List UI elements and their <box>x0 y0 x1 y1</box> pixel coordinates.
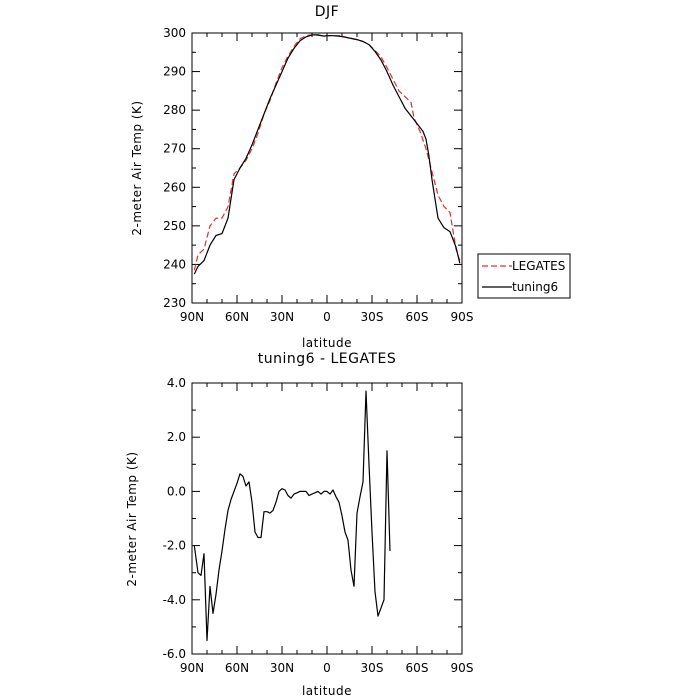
difference-y-tick-label: 2.0 <box>167 430 186 444</box>
difference-x-tick-label: 90N <box>180 661 204 675</box>
legend-label-tuning6: tuning6 <box>512 280 558 294</box>
temperature-panel-title: DJF <box>315 4 339 20</box>
temperature-y-tick-label: 250 <box>163 219 186 233</box>
difference-x-axis-title: latitude <box>302 684 352 698</box>
difference-series-line-0 <box>193 390 391 642</box>
difference-plot-area: 90N 60N 30N 0 30S 60S 90S -6.0 -4.0 -2.0 0.0 2.0 4.0 <box>163 376 474 675</box>
difference-panel: tuning6 - LEGATES 90N 60N 30N 0 30S 60S 90S -6.… <box>125 351 473 698</box>
difference-y-tick-label: 0.0 <box>167 484 186 498</box>
temperature-y-tick-label: 290 <box>163 65 186 79</box>
difference-y-axis-title: 2-meter Air Temp (K) <box>125 451 139 586</box>
legend-label-legates: LEGATES <box>512 259 565 273</box>
temperature-panel: DJF 90N 60N 30N 0 30S 60S 90S 230 240 250 260 270 28… <box>130 4 473 350</box>
temperature-x-tick-label: 30S <box>361 310 384 324</box>
temperature-y-tick-label: 260 <box>163 180 186 194</box>
temperature-x-tick-label: 60S <box>406 310 429 324</box>
difference-y-tick-label: -6.0 <box>163 647 186 661</box>
difference-x-tick-label: 60N <box>225 661 249 675</box>
temperature-y-tick-label: 230 <box>163 296 186 310</box>
difference-panel-title: tuning6 - LEGATES <box>258 351 397 367</box>
temperature-y-tick-label: 240 <box>163 257 186 271</box>
difference-x-tick-label: 90S <box>451 661 474 675</box>
difference-y-tick-label: -4.0 <box>163 593 186 607</box>
difference-x-tick-label: 60S <box>406 661 429 675</box>
temperature-x-tick-label: 30N <box>270 310 294 324</box>
temperature-x-tick-label: 90S <box>451 310 474 324</box>
temperature-y-axis-title: 2-meter Air Temp (K) <box>130 100 144 235</box>
difference-x-tick-label: 0 <box>323 661 331 675</box>
temperature-x-tick-label: 90N <box>180 310 204 324</box>
temperature-x-tick-label: 60N <box>225 310 249 324</box>
temperature-x-tick-label: 0 <box>323 310 331 324</box>
temperature-plot-area: 90N 60N 30N 0 30S 60S 90S 230 240 250 260 270 280 290… <box>163 26 473 324</box>
temperature-plot-frame <box>191 32 463 304</box>
temperature-y-tick-label: 300 <box>163 26 186 40</box>
temperature-series-line-legates <box>193 34 461 271</box>
temperature-x-axis-title: latitude <box>302 336 352 350</box>
temperature-y-tick-label: 270 <box>163 142 186 156</box>
legend-box <box>477 253 571 299</box>
difference-x-tick-label: 30N <box>270 661 294 675</box>
difference-y-tick-label: 4.0 <box>167 376 186 390</box>
legend: LEGATES tuning6 <box>477 253 571 299</box>
difference-plot-frame <box>191 382 463 655</box>
difference-x-tick-label: 30S <box>361 661 384 675</box>
temperature-y-tick-label: 280 <box>163 103 186 117</box>
temperature-series-line-tuning6 <box>193 34 461 275</box>
difference-y-tick-label: -2.0 <box>163 539 186 553</box>
